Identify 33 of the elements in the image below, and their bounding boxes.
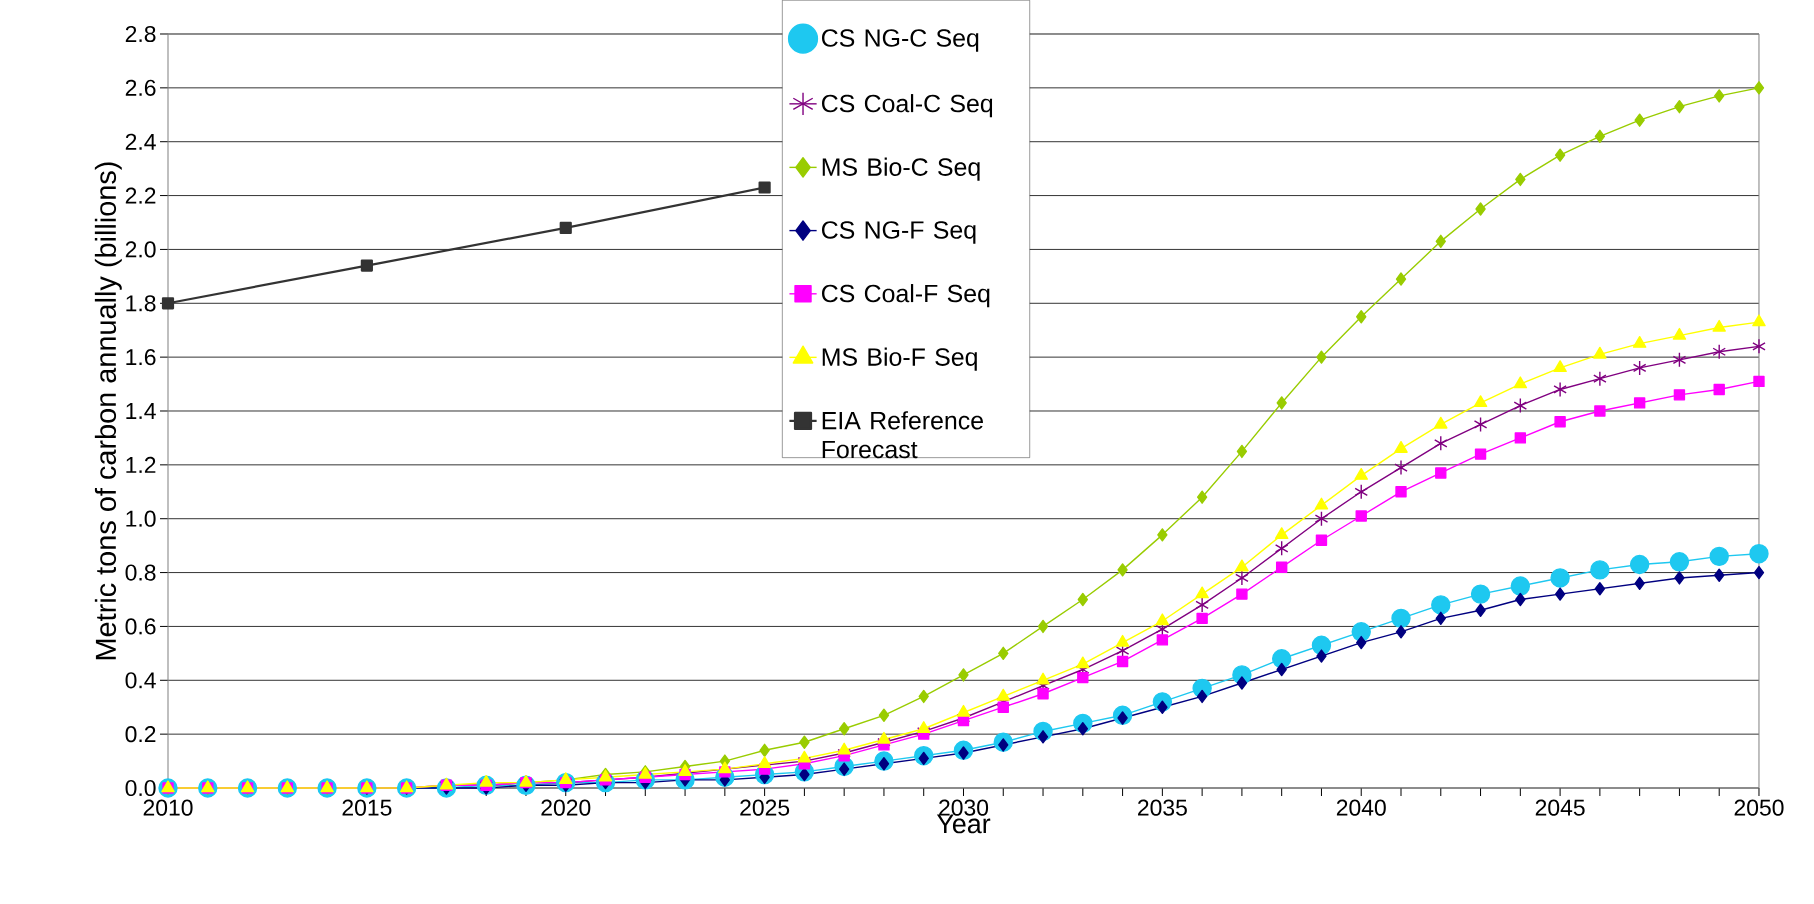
- y-tick-label: 2.6: [125, 79, 156, 96]
- legend-label: CS Coal-C Seq: [821, 94, 993, 118]
- x-tick-label: 2050: [1734, 799, 1784, 816]
- y-tick-label: 0.0: [125, 779, 156, 797]
- legend-label: EIA Reference Forecast: [822, 411, 983, 459]
- x-tick-label: 2040: [1336, 799, 1386, 816]
- legend-label: MS Bio-C Seq: [822, 157, 980, 181]
- x-tick-label: 2045: [1535, 799, 1585, 816]
- legend-label: CS Coal-F Seq: [821, 284, 990, 308]
- x-tick-label: 2020: [541, 799, 591, 816]
- y-tick-label: 0.2: [125, 726, 156, 743]
- y-axis-title: Metric tons of carbon annually (billions): [94, 162, 122, 660]
- x-tick-label: 2015: [342, 799, 392, 816]
- x-axis-title: Year: [936, 814, 991, 834]
- legend-label: MS Bio-F Seq: [822, 347, 977, 371]
- y-tick-label: 1.4: [126, 403, 156, 419]
- legend-label: CS NG-C Seq: [821, 29, 979, 52]
- y-tick-label: 1.2: [126, 456, 156, 473]
- y-tick-label: 1.8: [126, 295, 156, 312]
- y-tick-label: 2.0: [125, 241, 156, 258]
- x-tick-label: 2010: [143, 799, 193, 816]
- y-tick-label: 1.6: [126, 349, 156, 366]
- y-tick-label: 2.2: [125, 187, 156, 204]
- x-tick-label: 2035: [1138, 799, 1187, 816]
- y-tick-label: 2.4: [125, 133, 156, 150]
- x-tick-label: 2030: [939, 799, 989, 816]
- y-tick-label: 2.8: [125, 25, 156, 43]
- legend-label: CS NG-F Seq: [821, 221, 976, 244]
- y-tick-label: 0.8: [125, 564, 156, 581]
- y-tick-label: 0.6: [125, 618, 156, 635]
- x-tick-label: 2025: [740, 799, 790, 816]
- y-tick-label: 0.4: [125, 672, 156, 689]
- y-tick-label: 1.0: [126, 510, 156, 527]
